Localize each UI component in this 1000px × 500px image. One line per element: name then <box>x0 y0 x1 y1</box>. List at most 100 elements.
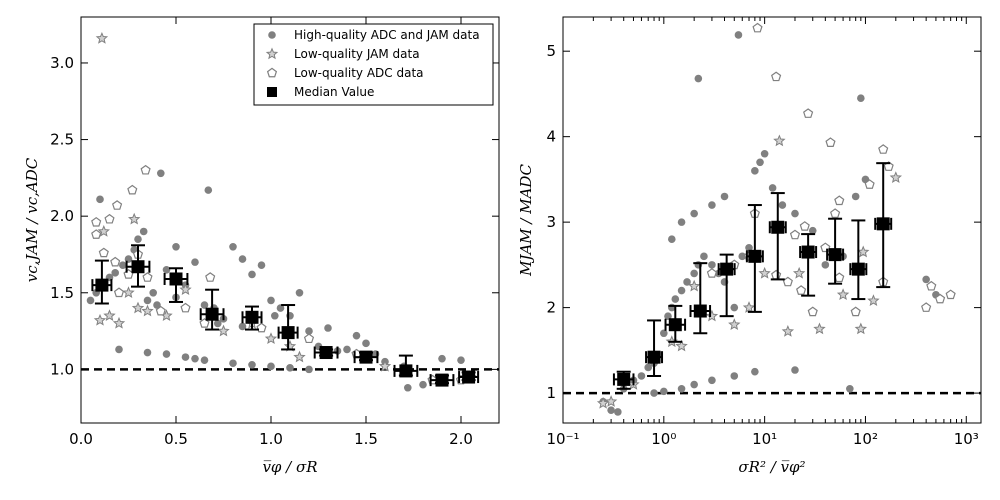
data-point <box>771 71 782 82</box>
data-point <box>851 192 860 201</box>
minor-ticks <box>592 17 963 423</box>
legend-marker <box>266 67 278 78</box>
data-point <box>162 265 171 274</box>
data-point <box>191 258 199 266</box>
median-point <box>771 220 785 234</box>
data-point <box>200 356 209 364</box>
data-point <box>324 324 332 332</box>
data-point <box>690 380 698 389</box>
x-tick-label: 10¹ <box>752 430 777 448</box>
x-tick-label: 0.5 <box>164 430 188 448</box>
data-point <box>751 167 759 175</box>
data-point <box>799 221 810 231</box>
data-point <box>143 348 152 357</box>
median-series <box>612 162 893 390</box>
median-errorbar <box>849 219 868 301</box>
data-point <box>97 224 110 237</box>
data-point <box>921 302 932 312</box>
data-point <box>257 261 266 269</box>
median-point <box>647 350 661 364</box>
data-point <box>773 134 786 147</box>
data-point <box>256 322 267 333</box>
data-point <box>836 288 850 301</box>
x-tick-label: 1.5 <box>354 430 378 448</box>
data-point <box>93 313 107 326</box>
data-point <box>303 333 315 344</box>
data-point <box>142 272 153 282</box>
data-point <box>267 296 275 305</box>
legend: High-quality ADC and JAM data Low-quality… <box>253 23 494 106</box>
data-point <box>664 312 672 320</box>
data-point <box>295 288 304 297</box>
data-point <box>86 296 95 305</box>
median-errorbar <box>645 319 664 377</box>
y-tick-label: 4 <box>546 128 556 146</box>
legend-entry: Median Value <box>294 85 374 99</box>
data-point <box>730 372 739 380</box>
data-point <box>700 252 708 261</box>
data-point <box>745 243 753 252</box>
data-point <box>205 272 216 282</box>
data-point <box>683 278 691 286</box>
data-point <box>343 345 351 354</box>
median-errorbar <box>612 370 635 390</box>
data-point <box>103 309 116 322</box>
data-point <box>404 383 412 392</box>
data-point <box>864 179 875 189</box>
data-point <box>728 318 741 330</box>
data-point <box>708 376 716 385</box>
data-point <box>751 367 759 376</box>
median-point <box>876 217 890 231</box>
data-point <box>271 311 279 320</box>
median-point <box>359 350 373 364</box>
plot-frame <box>80 16 500 424</box>
data-point <box>214 319 222 328</box>
x-axis-label: σR² / v̅φ² <box>738 458 805 476</box>
data-point <box>690 209 698 218</box>
data-point <box>229 243 237 251</box>
y-tick-label: 2 <box>546 299 556 317</box>
data-point <box>813 322 826 335</box>
data-point <box>690 269 698 278</box>
data-point <box>922 275 930 284</box>
y-tick-label: 1 <box>546 384 556 402</box>
median-point <box>95 278 109 292</box>
data-point <box>217 324 230 337</box>
data-point <box>96 195 104 204</box>
data-point <box>229 359 237 368</box>
data-point <box>889 171 902 183</box>
data-point <box>791 209 799 218</box>
y-axis-label: vc,JAM / vc,ADC <box>23 157 41 282</box>
median-point <box>748 249 762 263</box>
data-point <box>650 389 658 397</box>
plot-frame <box>562 16 982 424</box>
data-point <box>191 354 199 363</box>
data-point <box>181 353 190 361</box>
data-point <box>675 339 688 352</box>
data-point <box>607 406 615 414</box>
data-point <box>667 235 676 244</box>
median-errorbar <box>458 370 480 384</box>
median-errorbar <box>874 162 893 289</box>
median-point <box>205 307 219 321</box>
data-point <box>781 325 795 337</box>
data-point <box>293 350 306 363</box>
x-tick-label: 10² <box>853 430 878 448</box>
median-point <box>169 272 183 286</box>
data-point <box>734 31 743 39</box>
legend-marker <box>265 47 279 60</box>
data-point <box>305 327 313 335</box>
data-point <box>91 216 102 227</box>
data-point <box>119 261 127 269</box>
median-point <box>693 304 707 318</box>
data-point <box>742 301 756 313</box>
data-point <box>730 303 739 312</box>
data-point <box>820 242 831 253</box>
data-point <box>720 192 729 201</box>
data-point <box>104 213 115 224</box>
data-point <box>172 243 180 251</box>
series-pentagon <box>706 22 956 317</box>
median-errorbar <box>768 192 787 281</box>
y-tick-label: 1.5 <box>50 284 74 302</box>
